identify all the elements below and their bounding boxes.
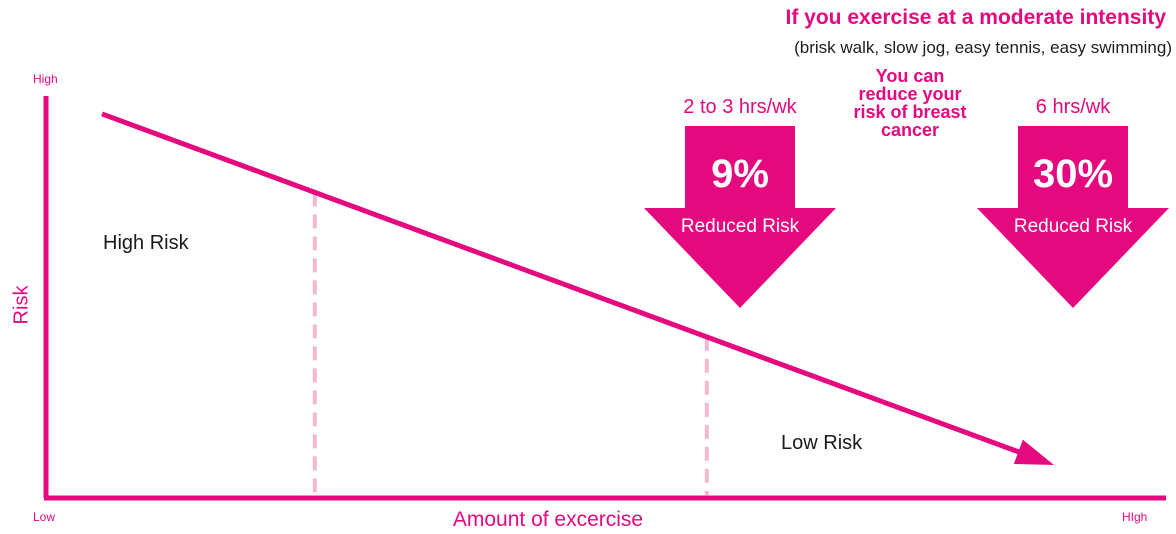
x-axis-title: Amount of excercise [452, 508, 644, 531]
axes [43, 96, 1166, 501]
risk-series [101, 111, 1054, 465]
callout-caption-1: Reduced Risk [680, 216, 800, 237]
y-axis-high-label: High [33, 72, 58, 86]
x-axis-high-label: HIgh [1122, 510, 1148, 524]
callout-arrows [644, 126, 1169, 308]
risk-trend-arrowhead [1013, 439, 1054, 465]
risk-trend-line [101, 111, 1023, 456]
callout-hours-2: 6 hrs/wk [1035, 96, 1111, 118]
x-axis-low-label: Low [33, 510, 56, 524]
callout-caption-2: Reduced Risk [1013, 216, 1133, 237]
chart-subtitle: (brisk walk, slow jog, easy tennis, easy… [794, 38, 1172, 57]
chart-title: If you exercise at a moderate intensity [785, 6, 1166, 29]
high-risk-label: High Risk [103, 232, 189, 254]
callout-arrow-2 [977, 126, 1169, 308]
callout-percent-1: 9% [711, 152, 769, 196]
guide-lines [312, 192, 709, 495]
reduce-risk-message: You can reduce your risk of breast cance… [853, 66, 967, 140]
callout-hours-1: 2 to 3 hrs/wk [683, 96, 797, 118]
y-axis-title: Risk [10, 285, 33, 325]
callout-percent-2: 30% [1032, 152, 1114, 196]
callout-arrow-1 [644, 126, 836, 308]
low-risk-label: Low Risk [781, 432, 863, 454]
